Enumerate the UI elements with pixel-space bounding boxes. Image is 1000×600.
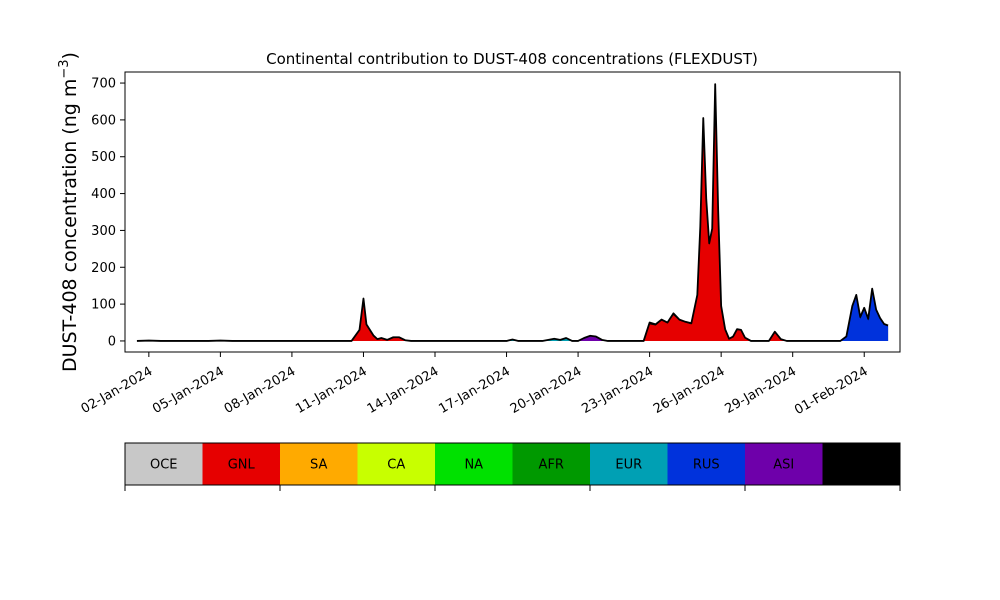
- x-tick-label: 29-Jan-2024: [722, 364, 799, 417]
- legend-swatch-sa: [280, 443, 358, 485]
- x-tick-label: 01-Feb-2024: [792, 364, 871, 418]
- legend-label-na: NA: [464, 458, 483, 473]
- total-concentration-line: [136, 83, 889, 342]
- x-tick-label: 26-Jan-2024: [651, 364, 728, 417]
- y-tick-label: 0: [108, 334, 116, 349]
- area-series-gnl: [351, 86, 873, 341]
- svg-text:DUST-408 concentration (ng m−3: DUST-408 concentration (ng m−3): [57, 52, 81, 372]
- x-tick-label: 20-Jan-2024: [508, 364, 585, 417]
- legend-colorbar: OCE GNL SA CA NA AFR EUR RUS ASI AUS: [124, 442, 901, 491]
- legend-swatch-ca: [357, 443, 435, 485]
- x-axis: 02-Jan-202405-Jan-202408-Jan-202411-Jan-…: [79, 352, 871, 418]
- legend-swatch-gnl: [202, 443, 280, 485]
- legend-swatch-asi: [745, 443, 823, 485]
- area-series-total: [136, 84, 889, 341]
- chart-title: Continental contribution to DUST-408 con…: [266, 50, 758, 68]
- y-tick-label: 100: [91, 298, 116, 313]
- legend-swatch-na: [435, 443, 513, 485]
- y-axis-label: DUST-408 concentration (ng m−3): [57, 52, 81, 372]
- legend-swatch-oce: [125, 443, 203, 485]
- y-tick-label: 500: [91, 150, 116, 165]
- legend-label-oce: OCE: [150, 458, 178, 473]
- y-axis: 0 100 200 300 400 500 600 700: [91, 77, 125, 349]
- x-tick-label: 05-Jan-2024: [150, 364, 227, 417]
- area-series-rus: [840, 289, 889, 341]
- legend-swatch-aus: [822, 443, 900, 485]
- y-axis-label-text: DUST-408 concentration (ng m: [59, 79, 81, 372]
- legend-label-asi: ASI: [773, 458, 794, 473]
- legend-swatch-eur: [590, 443, 668, 485]
- y-tick-label: 700: [91, 77, 116, 92]
- area-layers: [136, 84, 889, 341]
- x-tick-label: 14-Jan-2024: [365, 364, 442, 417]
- legend-label-ca: CA: [387, 458, 405, 473]
- legend-swatch-rus: [667, 443, 745, 485]
- legend-label-rus: RUS: [693, 458, 720, 473]
- legend-label-gnl: GNL: [228, 458, 256, 473]
- x-tick-label: 02-Jan-2024: [79, 364, 156, 417]
- y-tick-label: 300: [91, 224, 116, 239]
- legend-label-aus: AUS: [848, 458, 875, 473]
- x-tick-label: 17-Jan-2024: [436, 364, 513, 417]
- y-tick-label: 600: [91, 113, 116, 128]
- x-tick-label: 23-Jan-2024: [579, 364, 656, 417]
- x-tick-label: 11-Jan-2024: [293, 364, 370, 417]
- legend-label-eur: EUR: [615, 458, 642, 473]
- legend-swatch-afr: [512, 443, 590, 485]
- y-axis-label-close: ): [59, 52, 81, 59]
- legend-label-afr: AFR: [539, 458, 564, 473]
- legend-frame: [124, 442, 901, 486]
- plot-frame: [124, 71, 901, 353]
- x-tick-label: 08-Jan-2024: [222, 364, 299, 417]
- area-series-eur: [506, 338, 573, 341]
- y-tick-label: 200: [91, 261, 116, 276]
- y-tick-label: 400: [91, 187, 116, 202]
- y-axis-label-exponent: −3: [57, 59, 72, 78]
- legend-label-sa: SA: [310, 458, 327, 473]
- total-line-layer: [136, 83, 889, 342]
